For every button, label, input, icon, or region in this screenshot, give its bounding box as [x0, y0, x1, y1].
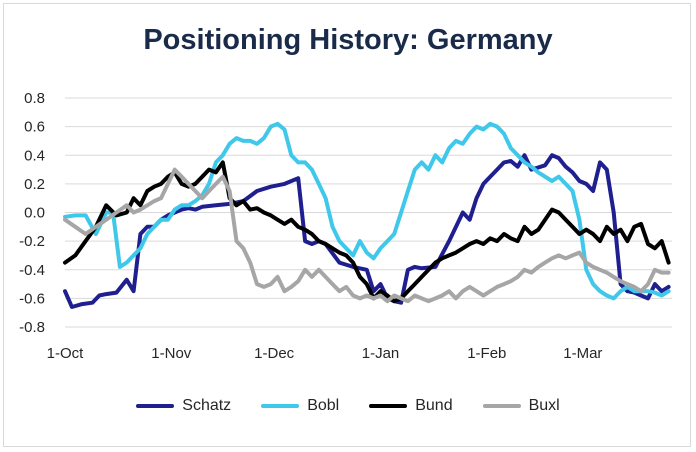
legend-item-buxl: Buxl: [482, 397, 560, 415]
legend-swatch-bobl: [261, 404, 300, 408]
x-tick-label: 1-Feb: [467, 345, 506, 362]
y-tick-label: 0.2: [24, 176, 45, 193]
y-tick-label: -0.8: [19, 319, 45, 336]
legend-item-schatz: Schatz: [136, 397, 231, 415]
y-tick-label: 0.4: [24, 147, 45, 164]
legend-item-bund: Bund: [369, 397, 453, 415]
legend-label-schatz: Schatz: [182, 397, 232, 414]
series-line-bund: [63, 160, 671, 304]
series-line-buxl: [63, 167, 671, 304]
chart-title: Positioning History: Germany: [143, 24, 553, 56]
y-tick-label: 0.6: [24, 119, 45, 136]
legend-label-buxl: Buxl: [528, 397, 560, 414]
legend-item-bobl: Bobl: [261, 397, 339, 415]
y-tick-label: 0.0: [24, 205, 45, 222]
series-line-bobl: [63, 121, 671, 301]
x-tick-label: 1-Mar: [563, 345, 602, 362]
y-tick-label: -0.2: [19, 233, 45, 250]
y-tick-label: 0.8: [24, 90, 45, 107]
chart-legend: Schatz Bobl Bund Buxl: [0, 397, 696, 415]
x-tick-label: 1-Jan: [362, 345, 400, 362]
x-tick-label: 1-Oct: [47, 345, 85, 362]
y-tick-label: -0.6: [19, 290, 45, 307]
legend-label-bobl: Bobl: [307, 397, 340, 414]
legend-swatch-schatz: [136, 404, 175, 408]
legend-swatch-buxl: [482, 404, 521, 408]
x-tick-label: 1-Dec: [254, 345, 295, 362]
chart-frame: [3, 3, 691, 447]
x-tick-label: 1-Nov: [151, 345, 192, 362]
legend-label-bund: Bund: [415, 397, 453, 414]
legend-swatch-bund: [369, 404, 408, 408]
y-tick-label: -0.4: [19, 262, 45, 279]
